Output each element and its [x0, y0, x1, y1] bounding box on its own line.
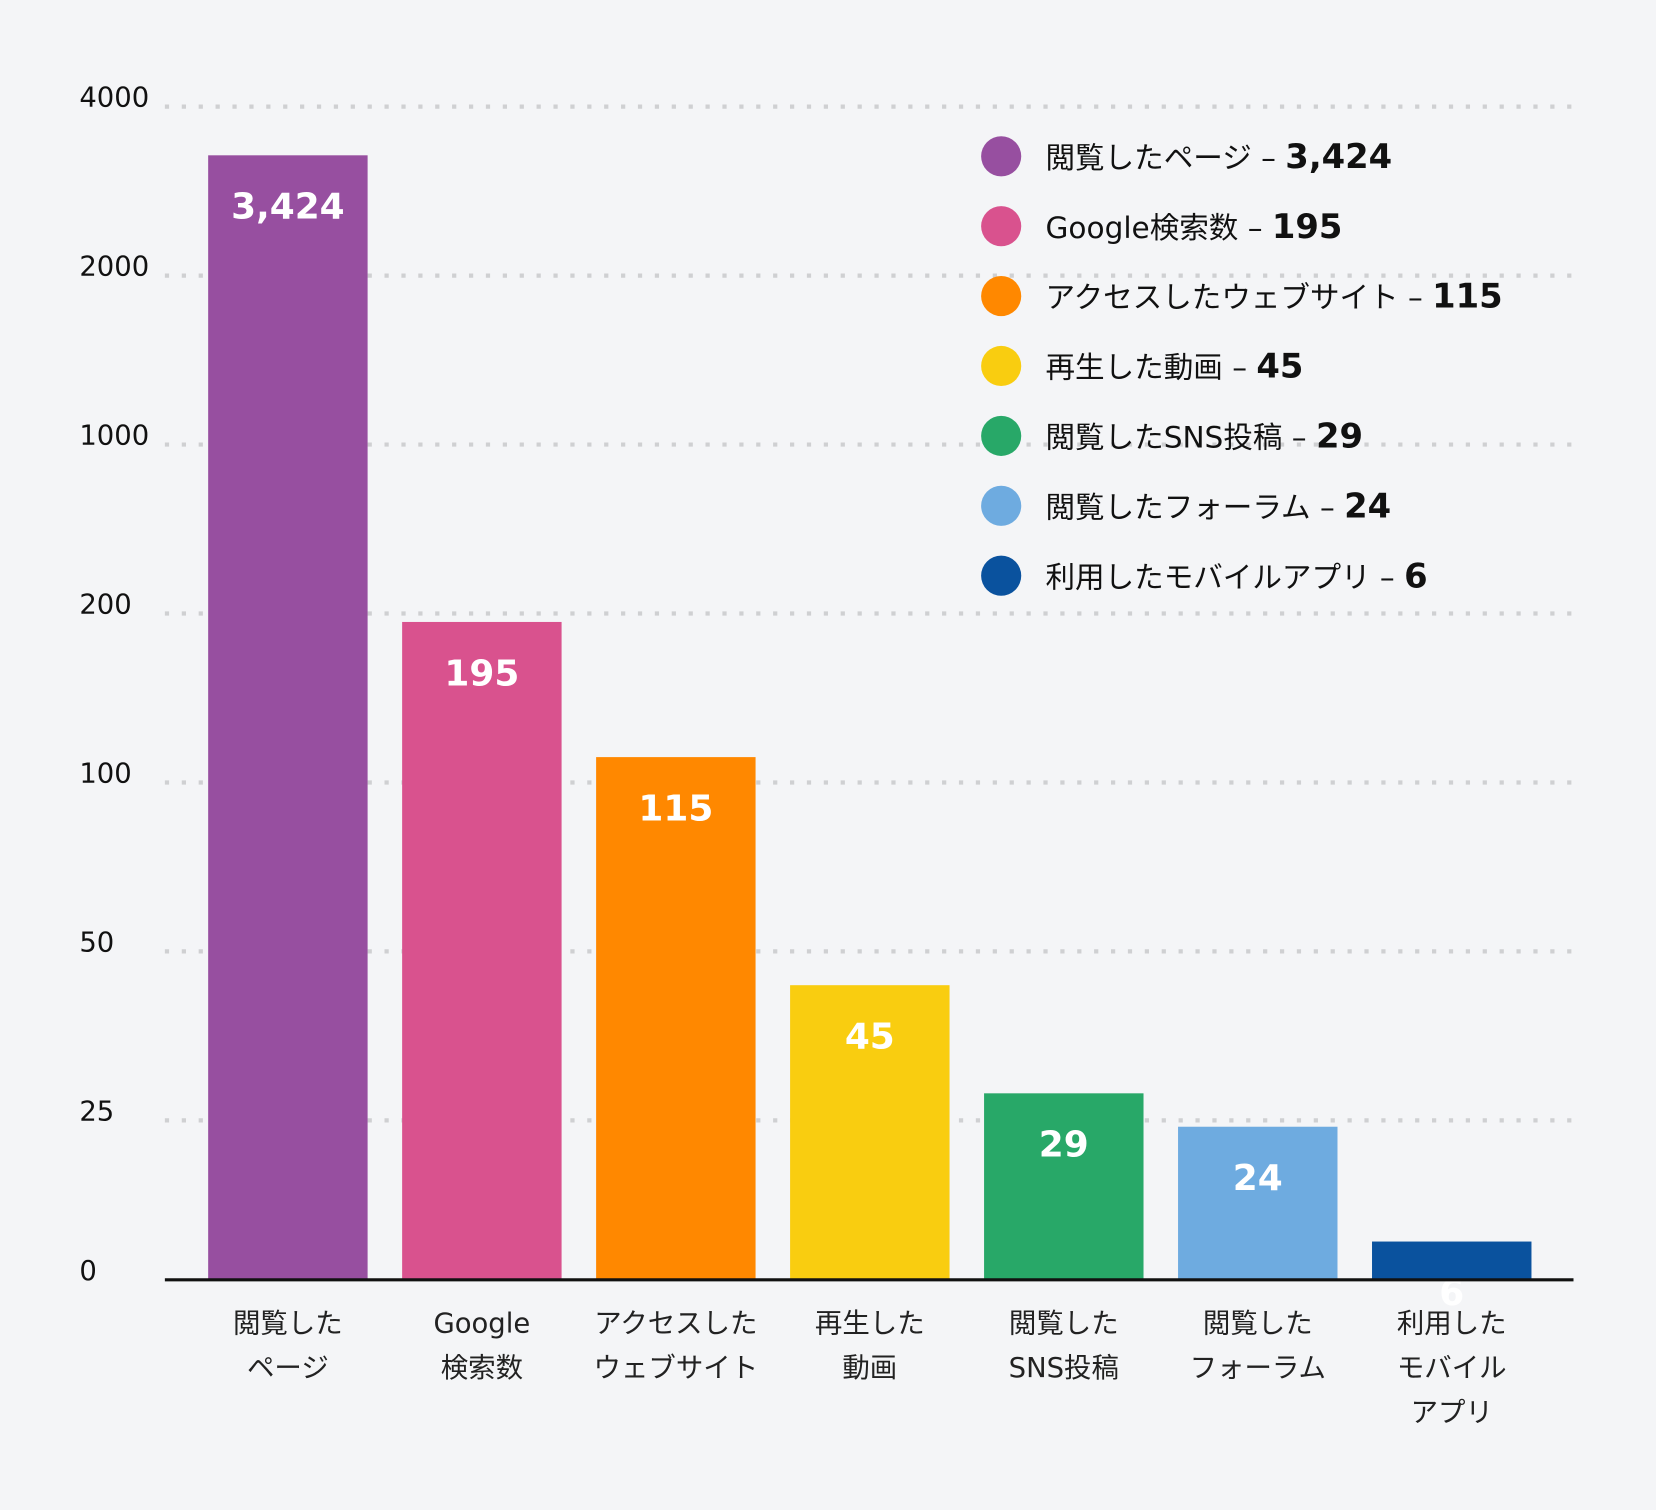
- legend: 閲覧したページ – 3,424 Google検索数 – 195 アクセスしたウェブサ…: [981, 136, 1503, 596]
- bar: [596, 757, 756, 1280]
- data-label: 45: [845, 1017, 895, 1058]
- legend-swatch: [981, 206, 1022, 247]
- x-axis: 閲覧したページ Google 検索数 アクセスしたウェブサイト 再生した動画 閲覧した SN…: [233, 1309, 1507, 1429]
- legend-swatch: [981, 276, 1022, 317]
- legend-label: 閲覧したSNS投稿 –: [1046, 421, 1316, 455]
- bar: [1178, 1126, 1338, 1280]
- data-label: 115: [638, 788, 713, 829]
- legend-entry: 利用したモバイルアプリ – 6: [1046, 556, 1428, 595]
- legend-entry: 再生した動画 – 45: [1046, 347, 1304, 386]
- data-label: 195: [444, 653, 519, 694]
- x-tick-label: 利用した: [1397, 1309, 1507, 1340]
- x-tick-label: ウェブサイト: [594, 1353, 759, 1384]
- legend-label: 閲覧したフォーラム –: [1046, 490, 1345, 524]
- x-tick-label: アクセスした: [594, 1309, 757, 1340]
- x-tick-label: 閲覧した: [1203, 1309, 1313, 1340]
- y-tick-label: 25: [79, 1096, 114, 1127]
- legend-swatch: [981, 415, 1022, 456]
- legend-value: 45: [1256, 347, 1303, 386]
- legend-label: Google検索数 –: [1046, 211, 1272, 245]
- x-tick-label: モバイル: [1397, 1353, 1507, 1384]
- legend-value: 6: [1404, 556, 1428, 595]
- x-tick-label: 閲覧した: [1009, 1309, 1119, 1340]
- y-tick-label: 0: [79, 1256, 96, 1287]
- bars: 3,424 195 115 45 29 24 6: [208, 155, 1532, 1314]
- legend-value: 29: [1316, 417, 1363, 456]
- legend-label: アクセスしたウェブサイト –: [1046, 281, 1433, 315]
- bar: [790, 985, 950, 1280]
- x-tick-label: 再生した: [815, 1309, 925, 1340]
- grid: [164, 104, 1574, 1123]
- legend-swatch: [981, 485, 1022, 526]
- legend-value: 24: [1344, 486, 1391, 525]
- legend-swatch: [981, 345, 1022, 387]
- x-tick-label: 検索数: [441, 1353, 523, 1384]
- y-tick-label: 100: [79, 758, 131, 789]
- legend-swatch: [981, 136, 1022, 177]
- y-tick-label: 200: [79, 590, 131, 621]
- x-tick-label: アプリ: [1411, 1397, 1493, 1428]
- x-tick-label: 閲覧した: [233, 1309, 343, 1340]
- legend-value: 115: [1432, 277, 1503, 316]
- legend-label: 再生した動画 –: [1046, 351, 1257, 385]
- x-tick-label: フォーラム: [1190, 1353, 1326, 1384]
- x-tick-label: SNS投稿: [1009, 1353, 1119, 1384]
- bar: [1372, 1241, 1532, 1280]
- bar: [402, 621, 562, 1280]
- legend-value: 3,424: [1285, 137, 1392, 176]
- legend-entry: 閲覧したフォーラム – 24: [1046, 486, 1392, 525]
- data-label: 3,424: [231, 187, 345, 228]
- legend-entry: 閲覧したページ – 3,424: [1046, 137, 1393, 176]
- bar: [984, 1093, 1144, 1280]
- x-tick-label: 動画: [842, 1353, 897, 1384]
- legend-entry: Google検索数 – 195: [1046, 207, 1343, 246]
- x-tick-label: ページ: [247, 1353, 329, 1384]
- legend-label: 利用したモバイルアプリ –: [1046, 560, 1405, 594]
- legend-label: 閲覧したページ –: [1046, 141, 1286, 175]
- y-tick-label: 4000: [79, 83, 149, 114]
- data-label: 29: [1039, 1125, 1089, 1166]
- y-axis: 0 25 50 100 200 1000 2000 4000: [79, 83, 149, 1287]
- legend-value: 195: [1272, 207, 1343, 246]
- y-tick-label: 1000: [79, 421, 149, 452]
- y-tick-label: 50: [79, 927, 114, 958]
- bar: [208, 155, 368, 1280]
- legend-entry: 閲覧したSNS投稿 – 29: [1046, 417, 1363, 456]
- y-tick-label: 2000: [79, 252, 149, 283]
- data-label: 24: [1233, 1158, 1283, 1199]
- x-tick-label: Google: [433, 1309, 530, 1340]
- legend-swatch: [981, 555, 1022, 596]
- legend-entry: アクセスしたウェブサイト – 115: [1046, 277, 1503, 316]
